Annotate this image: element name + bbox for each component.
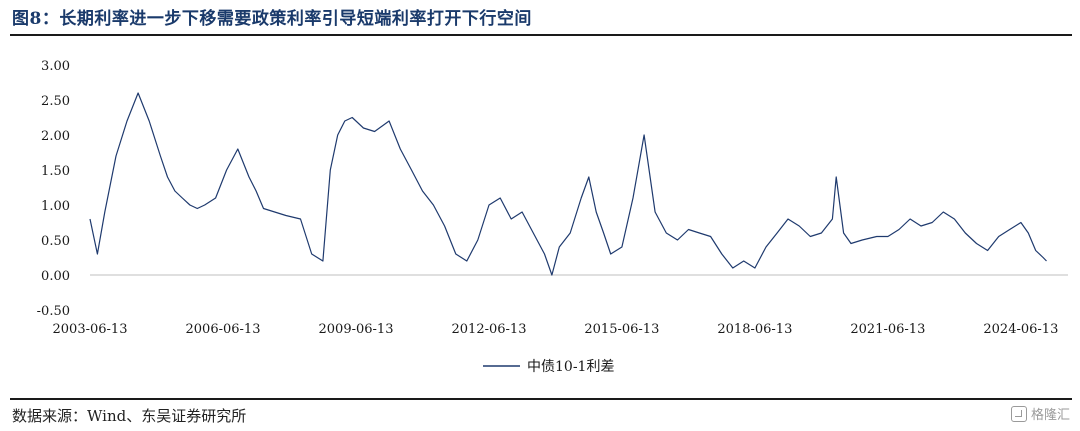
watermark-text: 格隆汇 [1030,408,1070,423]
x-tick-label: 2021-06-13 [850,322,925,337]
x-tick-label: 2024-06-13 [983,322,1058,337]
x-tick-label: 2006-06-13 [186,322,261,337]
y-tick-label: 1.00 [41,199,70,214]
x-axis-ticks: 2003-06-13 2006-06-13 2009-06-13 2012-06-13… [53,322,1059,337]
watermark: 格隆汇 [1010,404,1070,423]
top-rule [10,34,1072,36]
watermark-logo-icon [1010,405,1027,422]
y-tick-label: 3.00 [41,59,70,74]
y-tick-label: -0.50 [37,304,70,319]
legend: 中债10-1利差 [483,359,614,375]
bottom-rule [10,398,1072,400]
y-tick-label: 1.50 [41,164,70,179]
spread-line-chart: 3.00 2.50 2.00 1.50 1.00 0.50 0.00 -0.50 2003-0… [37,59,1068,375]
y-axis-ticks: 3.00 2.50 2.00 1.50 1.00 0.50 0.00 -0.50 [37,59,70,319]
series-line-spread [89,92,1047,276]
x-tick-label: 2015-06-13 [584,322,659,337]
x-tick-label: 2018-06-13 [717,322,792,337]
source-note: 数据来源：Wind、东吴证券研究所 [12,407,247,425]
y-tick-label: 2.00 [41,129,70,144]
y-tick-label: 2.50 [41,94,70,109]
legend-label: 中债10-1利差 [527,359,614,375]
x-tick-label: 2012-06-13 [452,322,527,337]
y-tick-label: 0.50 [41,234,70,249]
y-tick-label: 0.00 [41,269,70,284]
x-tick-label: 2003-06-13 [53,322,128,337]
x-tick-label: 2009-06-13 [319,322,394,337]
chart-title: 图8：长期利率进一步下移需要政策利率引导短端利率打开下行空间 [12,9,532,29]
